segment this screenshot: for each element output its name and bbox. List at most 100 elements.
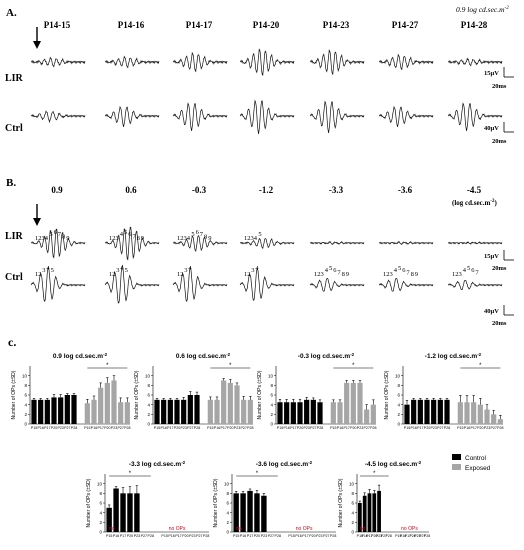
panel-a-lir-waveform [239,48,295,77]
op-label: 5 [51,267,54,274]
y-tick-label: 6 [351,501,354,506]
panel-b-ctrl-waveform [239,267,295,301]
panel-b-ctrl-waveform [104,264,160,304]
op-label: 6 [471,267,475,274]
chart-title: -3.6 log cd.sec.m-2 [256,460,313,468]
y-tick-label: 10 [97,481,103,486]
x-tick-label: P23 [134,534,140,538]
x-tick-label: P20 [477,426,483,430]
panel-a-lir-waveform [104,55,160,69]
y-tick-label: 0 [270,422,273,427]
x-tick-label: P28 [317,426,323,430]
x-tick-label: P27 [419,534,425,538]
bar-control [38,399,44,424]
panel-a-ctrl-waveform [447,102,503,131]
bar-control [240,493,246,532]
y-tick-label: 6 [147,393,150,398]
chart-title-exp: -2 [417,460,421,465]
panel-a-lir-traces [30,48,503,77]
y-tick-label: 2 [351,520,354,525]
bar-control [417,399,423,424]
bar-control [181,399,187,424]
x-tick-label: P16 [160,426,166,430]
y-tick-label: 4 [270,402,273,407]
panel-b-ctrl-waveform [378,277,434,292]
op-label: 12 [177,271,184,278]
panel-b-lir-waveform [239,237,295,250]
bar-control [194,395,200,424]
bar-control [64,395,70,424]
significance-star: * [256,471,259,477]
bar-exposed [337,402,343,424]
panel-b-lir-waveform [310,240,365,246]
x-tick-label: P15 [106,534,112,538]
op-label: 7 [58,231,62,238]
op-label: 5 [329,265,332,272]
x-tick-label: P15 [277,426,283,430]
bar-exposed [221,380,227,424]
op-label: 3 [251,267,254,274]
x-tick-label: P16 [400,534,406,538]
x-tick-label: P20 [297,426,303,430]
bar-exposed [247,399,253,424]
y-tick-label: 2 [270,412,273,417]
bar-exposed [330,402,336,424]
chart-title-exp: -2 [181,460,185,465]
panel-b-ctrl-waveform [309,277,365,292]
panel-a-ctrl-traces [30,99,503,134]
chart-title-exp: -2 [477,352,481,357]
x-tick-label: P15 [154,426,160,430]
x-tick-label: P17 [44,426,50,430]
bar-chart: -3.3 log cd.sec.m-2 Number of OPs (±SD) 0 2… [86,460,209,538]
panel-b-lir-waveform [448,240,503,245]
chart-ylabel: Number of OPs (±SD) [213,478,219,527]
bar-control [277,402,283,424]
op-label: 7 [337,269,341,276]
x-tick-label: P15 [457,426,463,430]
chart-title-exp: -2 [308,460,312,465]
chart-title-text: 0.9 log cd.sec.m [53,353,103,360]
panel-a-ctrl-waveform [239,99,295,134]
panel-a-lir-time: 20ms [492,83,507,90]
bar-control [290,402,296,424]
x-tick-label: P20 [227,426,233,430]
x-tick-label: P28 [247,426,253,430]
bar-exposed [241,399,247,424]
no-ops-annotation: no [360,526,366,532]
x-tick-label: P28 [444,426,450,430]
chart-title-exp: -2 [103,352,107,357]
x-tick-label: P27 [363,426,369,430]
x-tick-label: P27 [117,426,123,430]
bar-chart: -3.6 log cd.sec.m-2 Number of OPs (±SD) 0 2… [213,460,336,538]
op-label: 5 [467,265,470,272]
panel-a-lir-waveform [447,57,503,67]
bar-control [120,493,126,532]
legend-control-label: Control [465,455,487,462]
panel-b-ctrl-scale-bar: 40µV 20ms [484,305,514,327]
bar-chart: 0.9 log cd.sec.m-2 Number of OPs (±SD) 0 2 4… [11,352,131,430]
op-label: 12 [35,271,42,278]
x-tick-label: P17 [247,534,253,538]
op-label: 9 [208,235,211,242]
y-tick-label: 4 [397,402,400,407]
x-tick-label: P15 [395,534,401,538]
panel-b-intensity-label: 0.9 [51,185,63,195]
x-tick-label: P27 [310,426,316,430]
y-tick-label: 8 [397,383,400,388]
chart-title-text: -0.3 log cd.sec.m [298,353,351,360]
panel-b-ctrl-waveform [30,266,86,302]
bar-exposed [457,402,463,424]
panel-b-intensity-label: -3.6 [398,185,413,195]
bar-exposed [370,404,376,424]
x-tick-label: P23 [189,534,195,538]
panel-b-unit-exp: -2 [490,199,495,204]
panel-a-ctrl-waveform [30,110,86,124]
panel-a-age-label: P14-27 [392,20,419,30]
panel-a-ctrl-scale-bar: 40µV 20ms [484,122,514,145]
chart-title: -4.5 log cd.sec.m-2 [365,460,422,468]
x-tick-label: P17 [220,426,226,430]
x-tick-label: P15 [404,426,410,430]
x-tick-label: P20 [104,426,110,430]
x-tick-label: P20 [127,534,133,538]
bar-control [372,493,377,532]
